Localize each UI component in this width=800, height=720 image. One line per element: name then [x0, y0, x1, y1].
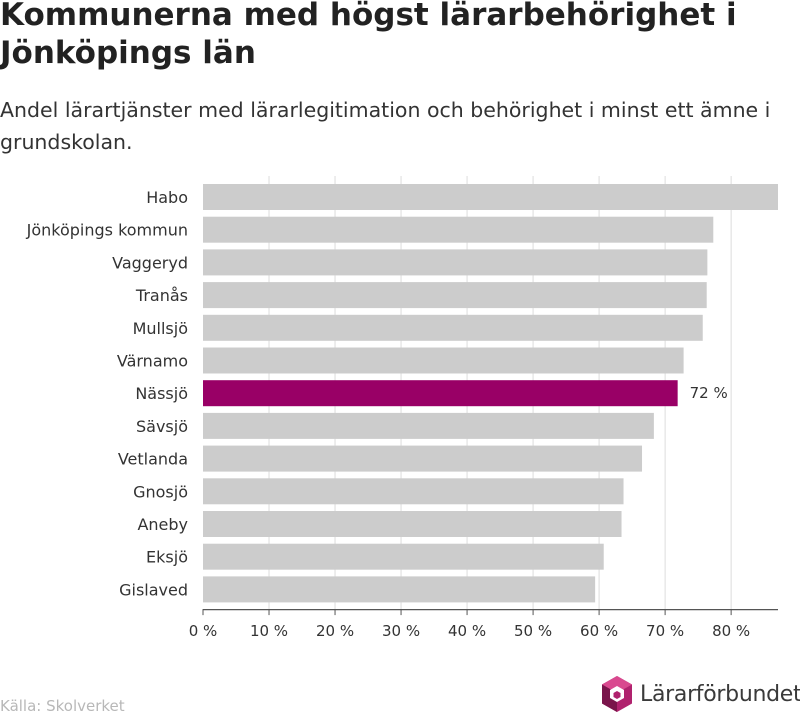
bar-eksjö	[203, 543, 604, 570]
bar-sävsjö	[203, 412, 654, 439]
bar-värnamo	[203, 347, 684, 374]
data-label: 72 %	[690, 384, 728, 402]
category-label: Aneby	[137, 515, 188, 534]
bar-vetlanda	[203, 445, 643, 472]
bar-chart: Habo Jönköpings kommun Vaggeryd Tranås Mulls…	[26, 176, 778, 640]
category-label: Vaggeryd	[112, 253, 188, 272]
brand-name: Lärarförbundet	[640, 681, 800, 707]
chart-subtitle: Andel lärartjänster med lärarlegitimatio…	[0, 98, 771, 154]
x-tick-label: 30 %	[382, 622, 420, 640]
category-label: Mullsjö	[133, 319, 188, 338]
category-label: Värnamo	[117, 352, 188, 371]
x-tick-label: 60 %	[580, 622, 618, 640]
x-tick-label: 70 %	[646, 622, 684, 640]
x-tick-label: 0 %	[189, 622, 218, 640]
category-label: Nässjö	[135, 384, 188, 403]
category-label: Tranås	[135, 286, 188, 305]
x-tick-label: 40 %	[448, 622, 486, 640]
brand-logo: Lärarförbundet	[600, 674, 800, 714]
chart-title: Kommunerna med högst lärarbehörighet i J…	[0, 0, 737, 71]
bar-tranås	[203, 282, 707, 309]
x-tick-label: 10 %	[250, 622, 288, 640]
category-label: Sävsjö	[136, 417, 188, 436]
brand-hexagon-icon	[602, 676, 632, 712]
bar-habo	[203, 184, 778, 210]
bar-vaggeryd	[203, 249, 708, 276]
category-label: Gnosjö	[133, 482, 188, 501]
source-note: Källa: Skolverket	[0, 697, 125, 715]
category-label: Habo	[146, 188, 188, 207]
x-tick-label: 20 %	[316, 622, 354, 640]
bar-aneby	[203, 511, 622, 537]
bar-mullsjö	[203, 314, 703, 341]
category-label: Gislaved	[119, 580, 188, 599]
category-label: Eksjö	[146, 548, 188, 567]
bar-gnosjö	[203, 478, 624, 505]
category-label: Vetlanda	[118, 450, 188, 469]
bar-gislaved	[203, 576, 596, 603]
category-label: Jönköpings kommun	[26, 221, 188, 240]
x-tick-label: 80 %	[712, 622, 750, 640]
x-tick-label: 50 %	[514, 622, 552, 640]
bar-nässjö	[203, 380, 678, 407]
bar-jönköpings-kommun	[203, 216, 714, 243]
